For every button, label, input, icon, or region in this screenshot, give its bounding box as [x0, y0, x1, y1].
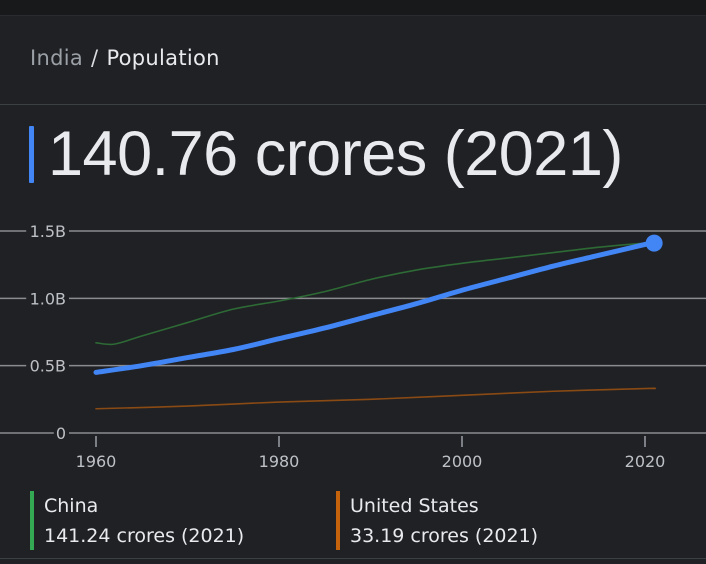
y-tick-label: 0.5B	[30, 357, 66, 376]
legend-name-china: China	[44, 495, 99, 517]
footer-divider	[0, 558, 706, 559]
header-divider	[0, 104, 706, 105]
grid-layer: 0 0.5B 1.0B 1.5B	[0, 222, 706, 443]
y-tick-label: 0	[56, 424, 66, 443]
breadcrumb-separator: /	[91, 46, 99, 70]
legend-stat-united-states: 33.19 crores (2021)	[350, 525, 539, 547]
x-tick-label: 1960	[76, 452, 117, 471]
series-line-india[interactable]	[93, 240, 657, 375]
breadcrumb-india-link[interactable]: India	[30, 46, 84, 70]
series-endpoint-india[interactable]	[645, 234, 663, 252]
population-line-chart[interactable]: 0 0.5B 1.0B 1.5B 1960 1980 2000 2020	[0, 215, 706, 480]
breadcrumb-current-page: Population	[106, 46, 220, 70]
x-tick-label: 2020	[625, 452, 666, 471]
headline-value: 140.76 crores (2021)	[48, 119, 623, 189]
series-line-china[interactable]	[95, 242, 655, 346]
legend-swatch-china	[30, 491, 34, 550]
x-tick-label: 2000	[442, 452, 483, 471]
y-tick-label: 1.5B	[30, 222, 66, 241]
x-tick-label: 1980	[259, 452, 300, 471]
legend-item-united-states[interactable]: United States 33.19 crores (2021)	[336, 491, 538, 551]
headline-accent-bar	[29, 125, 34, 183]
legend-item-china[interactable]: China 141.24 crores (2021)	[30, 491, 244, 551]
series-line-united-states[interactable]	[95, 387, 657, 410]
y-tick-label: 1.0B	[30, 289, 66, 308]
legend-swatch-united-states	[336, 491, 340, 550]
series-layer	[93, 234, 663, 410]
legend-stat-china: 141.24 crores (2021)	[44, 525, 245, 547]
top-strip	[0, 0, 706, 16]
headline: 140.76 crores (2021)	[29, 122, 623, 186]
breadcrumb: India / Population	[30, 46, 220, 70]
x-axis: 1960 1980 2000 2020	[76, 436, 666, 471]
legend-name-united-states: United States	[350, 495, 479, 517]
